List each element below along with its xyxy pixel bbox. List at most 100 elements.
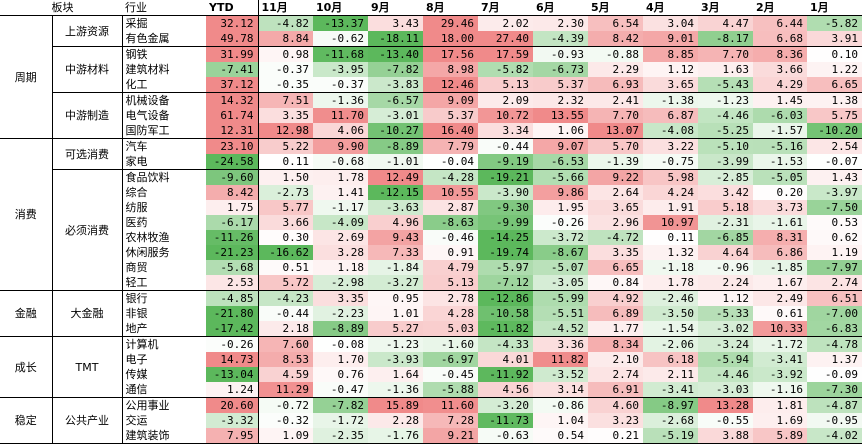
value-cell: -7.12	[478, 275, 533, 291]
value-cell: -1.23	[698, 92, 753, 108]
value-cell: -19.21	[478, 169, 533, 185]
value-cell: 0.11	[258, 154, 313, 170]
value-cell: 3.65	[643, 77, 698, 93]
value-cell: -6.97	[423, 352, 478, 367]
value-cell: -2.85	[698, 169, 753, 185]
value-cell: -10.58	[478, 306, 533, 321]
value-cell: 7.79	[423, 138, 478, 154]
value-cell: 11.60	[423, 397, 478, 413]
sector-label: 周期	[0, 15, 53, 139]
value-cell: -3.99	[698, 154, 753, 170]
industry-label: 建筑装饰	[121, 428, 206, 444]
value-cell: -5.66	[533, 169, 588, 185]
value-cell: -0.72	[258, 397, 313, 413]
value-cell: 4.92	[588, 290, 643, 306]
value-cell: 5.18	[698, 200, 753, 215]
value-cell: -9.99	[478, 215, 533, 230]
industry-label: 轻工	[121, 275, 206, 291]
value-cell: -8.63	[423, 215, 478, 230]
value-cell: 3.73	[753, 200, 807, 215]
table-row: 纺服 1.75 5.77 -1.17 -3.63 2.87 -9.30 1.95 3.65 1.9…	[0, 200, 862, 215]
value-cell: 13.55	[533, 108, 588, 123]
value-cell: -7.82	[313, 397, 368, 413]
value-cell: 6.89	[588, 306, 643, 321]
value-cell: 8.98	[423, 62, 478, 77]
value-cell: -3.05	[533, 275, 588, 291]
value-cell: 5.22	[258, 138, 313, 154]
value-cell: 6.65	[807, 77, 862, 93]
value-cell: -5.51	[533, 306, 588, 321]
value-cell: -0.55	[698, 413, 753, 428]
value-cell: -0.47	[313, 382, 368, 398]
value-cell: -11.92	[478, 367, 533, 382]
value-cell: 1.09	[258, 428, 313, 444]
value-cell: -24.58	[206, 154, 259, 170]
table-row: 通信 1.24 11.29 -0.47 -1.36 -5.88 4.56 3.14 6.91 -3…	[0, 382, 862, 398]
industry-label: 休闲服务	[121, 245, 206, 260]
value-cell: -0.95	[807, 413, 862, 428]
value-cell: -3.72	[533, 230, 588, 245]
column-header: 4月	[643, 0, 698, 16]
value-cell: -4.87	[807, 397, 862, 413]
value-cell: -5.07	[533, 260, 588, 275]
value-cell: -2.06	[643, 336, 698, 352]
value-cell: -16.62	[258, 245, 313, 260]
industry-label: 化工	[121, 77, 206, 93]
value-cell: 1.22	[807, 62, 862, 77]
value-cell: 1.95	[533, 200, 588, 215]
value-cell: 8.42	[206, 185, 259, 200]
value-cell: -1.54	[643, 321, 698, 337]
value-cell: 18.00	[423, 31, 478, 47]
table-row: 有色金属 49.78 8.84 -0.62 -18.11 18.00 27.40 -4.39 8…	[0, 31, 862, 47]
value-cell: -4.23	[258, 290, 313, 306]
value-cell: 3.28	[313, 245, 368, 260]
table-row: 周期 上游资源 采掘 32.12 -4.82 -13.37 3.43 29.46 2.02 2.3…	[0, 15, 862, 139]
value-cell: 4.01	[478, 352, 533, 367]
value-cell: -0.26	[206, 336, 259, 352]
value-cell: 31.99	[206, 46, 259, 62]
value-cell: 5.75	[807, 108, 862, 123]
value-cell: 3.35	[313, 290, 368, 306]
industry-label: 医药	[121, 215, 206, 230]
value-cell: -4.46	[698, 367, 753, 382]
value-cell: -7.97	[807, 260, 862, 275]
industry-label: 电子	[121, 352, 206, 367]
value-cell: -0.44	[258, 306, 313, 321]
value-cell: -11.68	[313, 46, 368, 62]
industry-label: 家电	[121, 154, 206, 170]
value-cell: -1.72	[313, 413, 368, 428]
value-cell: 1.77	[588, 321, 643, 337]
value-cell: 10.33	[753, 321, 807, 337]
value-cell: -8.17	[698, 31, 753, 47]
value-cell: 7.70	[698, 46, 753, 62]
table-row: 轻工 2.53 5.72 -2.98 -3.27 5.13 -7.12 -3.05 0.84 1.…	[0, 275, 862, 291]
value-cell: -1.85	[753, 260, 807, 275]
table-row: 国防军工 12.31 12.98 4.06 -10.27 16.40 3.34 1.06 13.…	[0, 123, 862, 139]
value-cell: 1.69	[753, 413, 807, 428]
value-cell: 0.10	[807, 46, 862, 62]
value-cell: -13.37	[313, 15, 368, 31]
column-header: 3月	[698, 0, 753, 16]
value-cell: 4.96	[368, 215, 423, 230]
value-cell: 6.51	[807, 290, 862, 306]
value-cell: -4.78	[807, 336, 862, 352]
industry-label: 钢铁	[121, 46, 206, 62]
column-header: 9月	[368, 0, 423, 16]
value-cell: 3.65	[588, 200, 643, 215]
value-cell: -4.82	[258, 15, 313, 31]
value-cell: -9.60	[206, 169, 259, 185]
table-row: 必须消费 食品饮料 -9.60 1.50 1.78 12.49 -4.28 -19.21 -5.…	[0, 169, 862, 291]
value-cell: 13.28	[698, 397, 753, 413]
group-label: 上游资源	[52, 15, 123, 47]
value-cell: 8.84	[258, 31, 313, 47]
industry-label: 综合	[121, 185, 206, 200]
value-cell: -9.30	[478, 200, 533, 215]
value-cell: -12.15	[368, 185, 423, 200]
value-cell: 0.62	[807, 230, 862, 245]
value-cell: 6.18	[643, 352, 698, 367]
table-row: 中游制造 机械设备 14.32 7.51 -1.36 -6.57 9.09 2.09 2.32 2…	[0, 92, 862, 139]
value-cell: 10.97	[643, 215, 698, 230]
value-cell: -1.23	[368, 336, 423, 352]
value-cell: 6.44	[753, 15, 807, 31]
industry-label: 计算机	[121, 336, 206, 352]
